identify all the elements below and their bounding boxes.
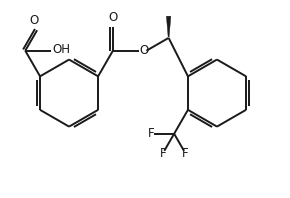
Text: O: O [108,11,117,24]
Text: O: O [30,14,39,27]
Text: F: F [148,127,155,140]
Text: OH: OH [52,43,70,56]
Text: F: F [160,147,166,160]
Text: O: O [139,44,149,57]
Text: F: F [182,147,189,160]
Polygon shape [166,16,171,37]
